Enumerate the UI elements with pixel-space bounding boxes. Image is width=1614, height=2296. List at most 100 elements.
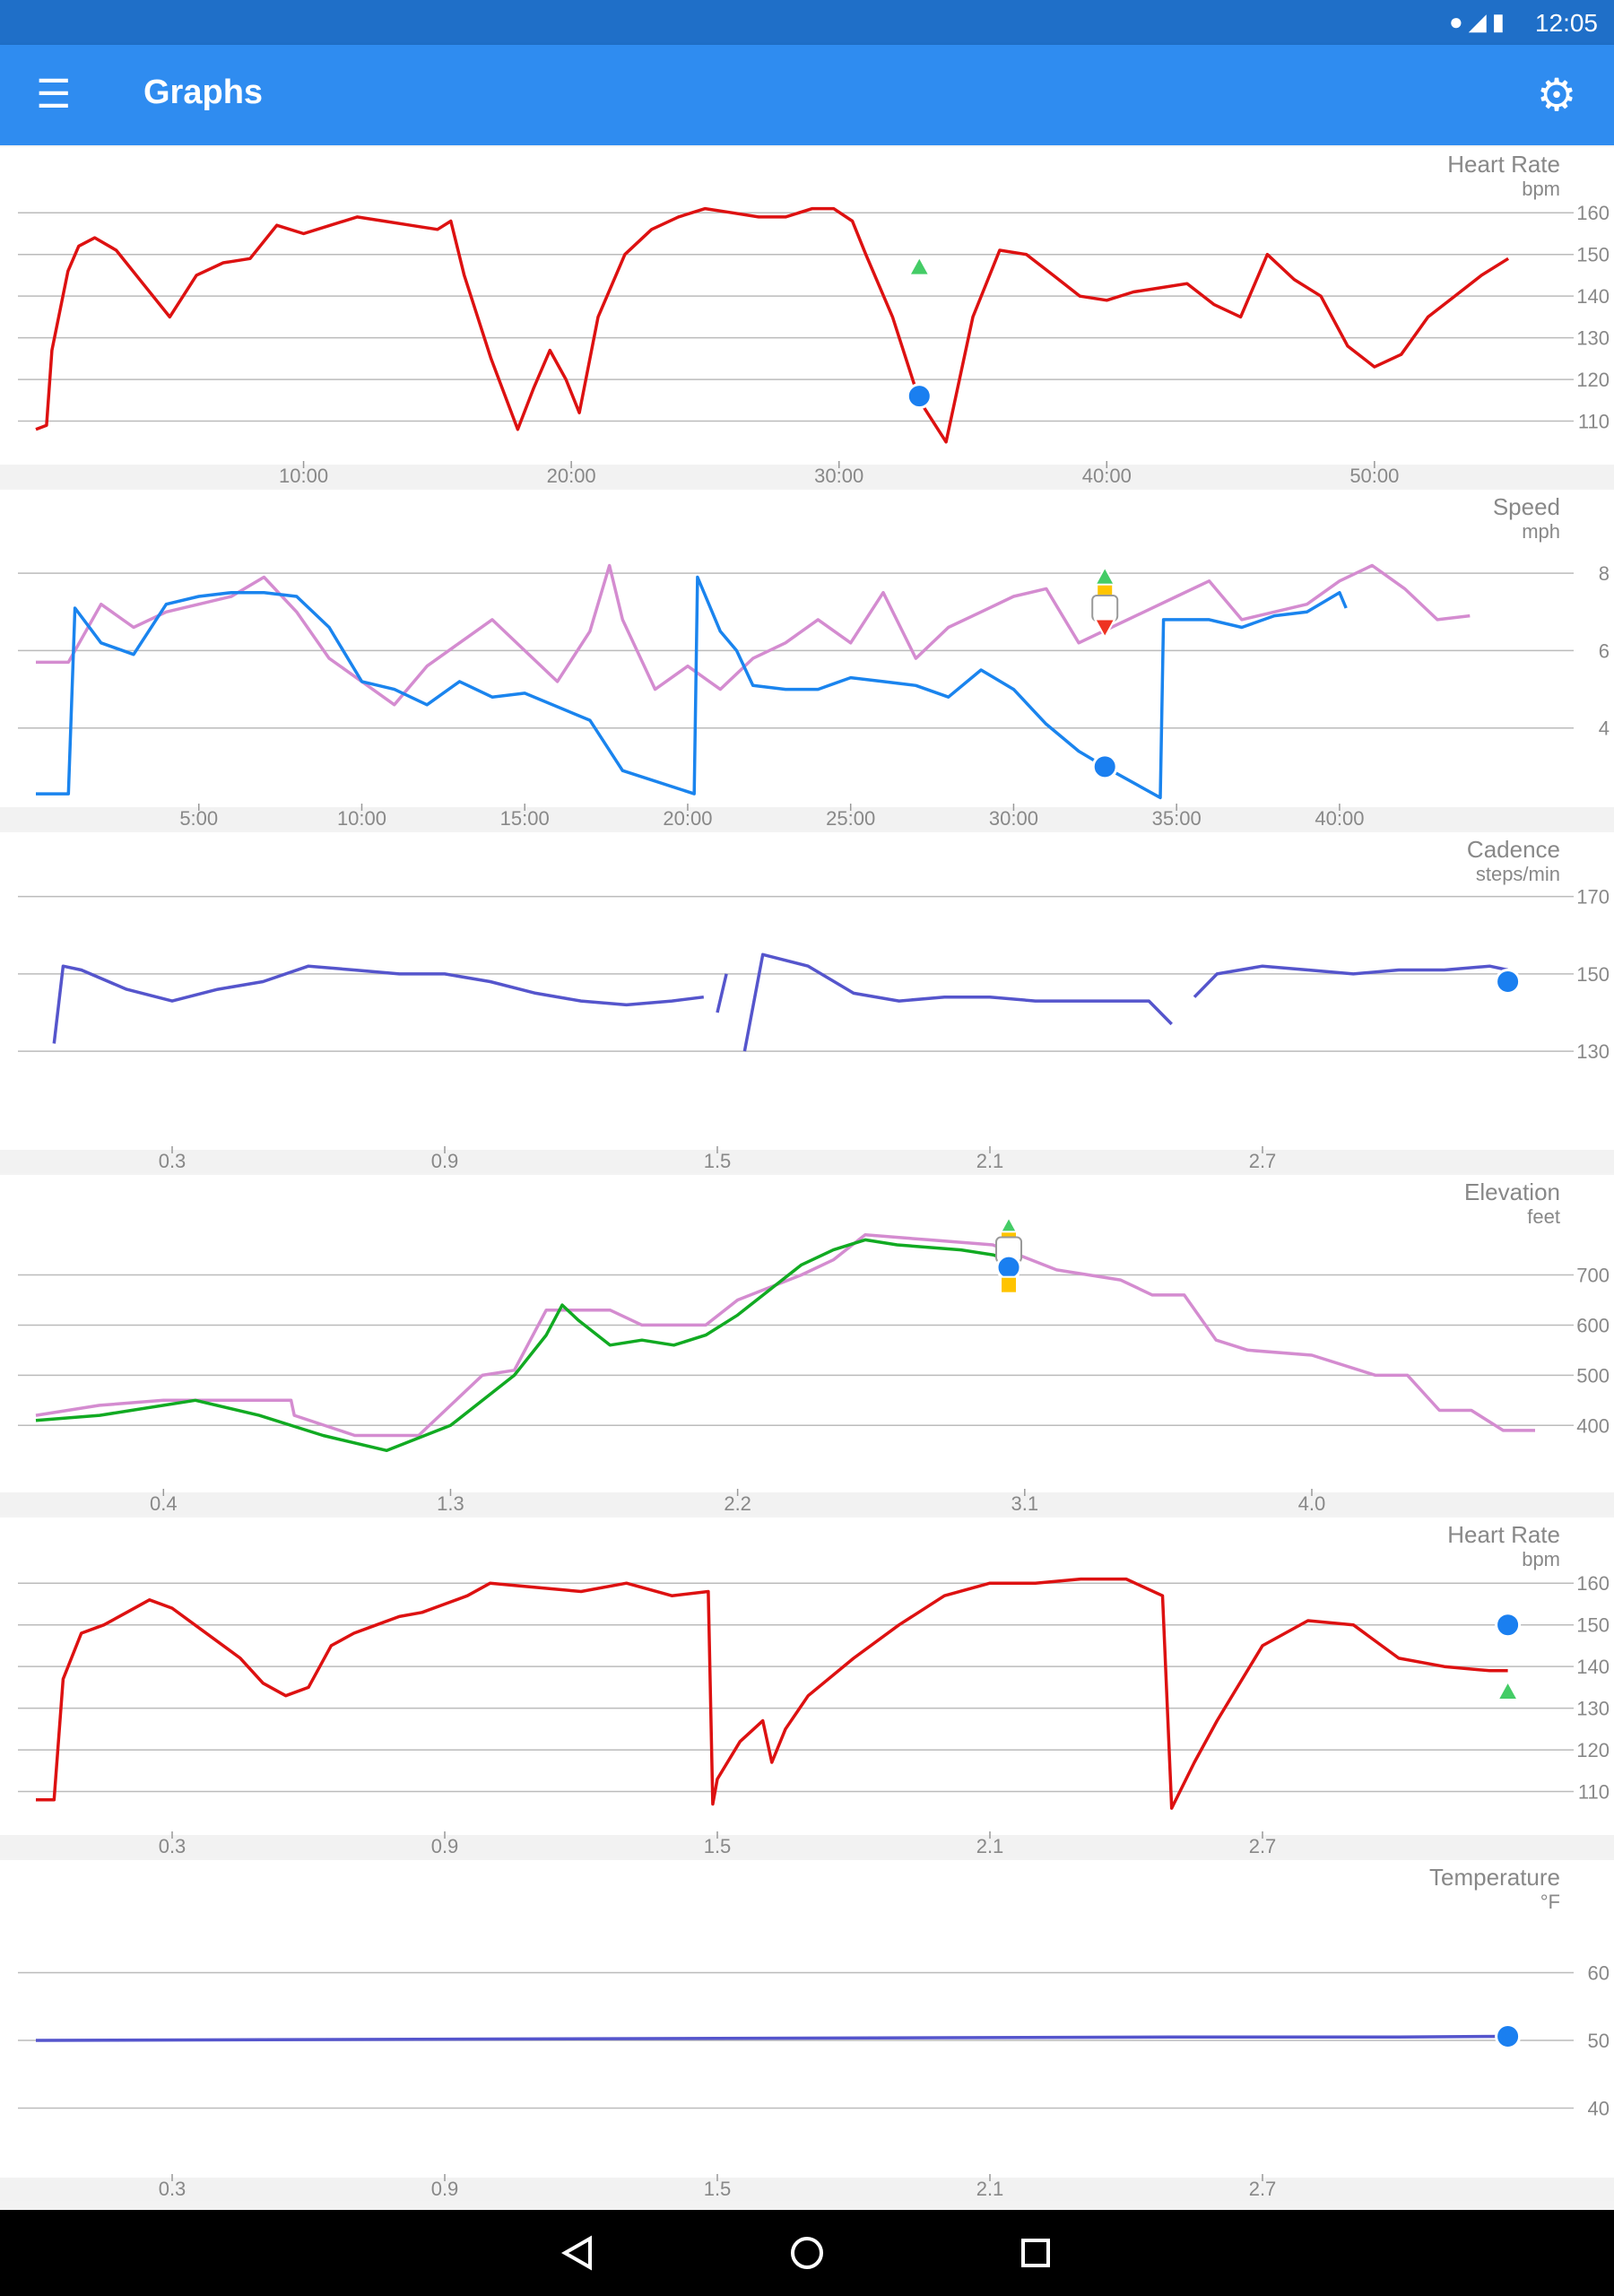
x-tick-label: 40:00 (1315, 807, 1364, 830)
max-marker-icon (907, 255, 931, 276)
y-tick-label: 500 (1576, 1364, 1610, 1387)
x-tick-label: 15:00 (500, 807, 550, 830)
x-tick-label: 1.3 (437, 1492, 464, 1515)
cursor-marker[interactable] (906, 383, 933, 410)
x-tick-label: 0.9 (431, 1835, 459, 1857)
y-tick-label: 50 (1588, 2030, 1610, 2052)
x-tick-label: 0.9 (431, 1150, 459, 1172)
x-tick-label: 0.3 (159, 2178, 187, 2200)
chart-unit: °F (1540, 1891, 1560, 1913)
x-tick-label: 0.4 (150, 1492, 178, 1515)
x-tick-label: 0.3 (159, 1835, 187, 1857)
chart-title: Heart Rate (1447, 151, 1560, 178)
x-tick-label: 30:00 (814, 465, 863, 487)
y-tick-label: 120 (1576, 369, 1610, 391)
series2-line-0 (35, 1238, 1010, 1453)
home-icon[interactable] (776, 2226, 838, 2280)
chart-title: Speed (1493, 493, 1560, 520)
y-tick-label: 8 (1599, 562, 1610, 585)
x-tick-label: 1.5 (704, 1835, 732, 1857)
menu-icon[interactable]: ☰ (36, 73, 72, 117)
location-icon: ● (1448, 8, 1469, 35)
x-tick-label: 2.7 (1249, 2178, 1277, 2200)
x-tick-label: 1.5 (704, 2178, 732, 2200)
cursor-marker[interactable] (1091, 753, 1118, 780)
y-tick-label: 130 (1576, 1698, 1610, 1720)
chart-title: Elevation (1464, 1178, 1560, 1205)
x-tick-label: 3.1 (1011, 1492, 1039, 1515)
x-tick-label: 4.0 (1298, 1492, 1326, 1515)
recents-icon[interactable] (1004, 2226, 1067, 2280)
cursor-marker[interactable] (1495, 1612, 1522, 1639)
comment-marker-icon (1091, 594, 1119, 622)
back-icon[interactable] (547, 2226, 610, 2280)
chart-unit: steps/min (1476, 863, 1560, 885)
chart-unit: feet (1527, 1205, 1560, 1228)
series-line-0 (35, 2034, 1508, 2042)
series-line-0 (52, 952, 1508, 1052)
chart-unit: bpm (1522, 178, 1560, 200)
graph-heart-rate-distance[interactable]: Heart Rate bpm 110 120 130 140 150 160 0.3 0.9 1.5… (0, 1518, 1614, 1858)
x-tick-label: 50:00 (1349, 465, 1399, 487)
y-tick-label: 170 (1576, 886, 1610, 909)
y-tick-label: 400 (1576, 1414, 1610, 1437)
chart-title: Temperature (1429, 1864, 1560, 1891)
x-tick-label: 30:00 (989, 807, 1038, 830)
graph-temperature-distance[interactable]: Temperature °F 40 50 60 0.3 0.9 1.5 2.1 2.7 (0, 1860, 1614, 2201)
cursor-marker[interactable] (1495, 968, 1522, 995)
y-tick-label: 700 (1576, 1265, 1610, 1287)
x-tick-label: 2.1 (976, 2178, 1004, 2200)
y-tick-label: 160 (1576, 202, 1610, 224)
temperature-distance-svg: Temperature°F 40 50 60 0.3 0.9 1.5 2.1 2.7 (0, 1860, 1614, 2201)
y-tick-label: 40 (1588, 2098, 1610, 2120)
y-tick-label: 140 (1576, 1656, 1610, 1678)
graph-heart-rate-time[interactable]: Heart Rate bpm 110 120 130 140 150 160 10:00 20:0… (0, 147, 1614, 488)
x-tick-label: 2.7 (1249, 1835, 1277, 1857)
y-tick-label: 160 (1576, 1572, 1610, 1595)
x-tick-label: 10:00 (279, 465, 328, 487)
chart-title: Heart Rate (1447, 1521, 1560, 1548)
graph-speed-time[interactable]: Speed mph 4 6 8 5:00 10:00 15:00 20:00 25:00 30:00… (0, 490, 1614, 831)
chart-unit: bpm (1522, 1548, 1560, 1570)
y-tick-label: 150 (1576, 963, 1610, 986)
page-title: Graphs (143, 74, 264, 111)
graphs-list[interactable]: Heart Rate bpm 110 120 130 140 150 160 10:00 20:0… (0, 145, 1614, 2210)
gear-icon[interactable]: ⚙ (1536, 70, 1577, 120)
status-icons: ●◢▮ (1449, 8, 1510, 36)
y-tick-label: 600 (1576, 1314, 1610, 1336)
graph-elevation-distance[interactable]: Elevation feet 400 500 600 700 0.4 1.3 2.2 3.1 4.0 (0, 1175, 1614, 1516)
x-tick-label: 0.9 (431, 2178, 459, 2200)
y-tick-label: 120 (1576, 1739, 1610, 1761)
x-tick-label: 20:00 (547, 465, 596, 487)
y-tick-label: 130 (1576, 1040, 1610, 1063)
min-marker-icon (1093, 618, 1116, 639)
series-line-0 (35, 1233, 1535, 1438)
y-tick-label: 150 (1576, 1614, 1610, 1637)
chart-unit: mph (1522, 520, 1560, 543)
navigation-bar (0, 2210, 1614, 2296)
x-tick-label: 1.5 (704, 1150, 732, 1172)
cursor-marker[interactable] (995, 1254, 1022, 1281)
series-line-0 (36, 1577, 1508, 1810)
x-tick-label: 25:00 (826, 807, 875, 830)
series-line-0 (35, 206, 1510, 444)
y-tick-label: 4 (1599, 718, 1610, 740)
series-line-1 (36, 575, 1348, 800)
x-tick-label: 2.1 (976, 1835, 1004, 1857)
y-tick-label: 140 (1576, 285, 1610, 308)
cursor-marker[interactable] (1495, 2022, 1522, 2049)
y-tick-label: 60 (1588, 1962, 1610, 1985)
y-tick-label: 110 (1578, 411, 1610, 433)
x-tick-label: 10:00 (337, 807, 386, 830)
battery-icon: ▮ (1491, 8, 1510, 35)
app-bar: ☰ Graphs ⚙ (0, 45, 1614, 145)
clock: 12:05 (1534, 9, 1598, 37)
y-tick-label: 110 (1578, 1781, 1610, 1804)
graph-cadence-distance[interactable]: Cadence steps/min 130 150 170 0.3 0.9 1.5 2.1 2.7 (0, 832, 1614, 1173)
x-tick-label: 35:00 (1152, 807, 1202, 830)
signal-icon: ◢ (1468, 8, 1492, 35)
lap-marker-icon (1000, 1275, 1019, 1294)
